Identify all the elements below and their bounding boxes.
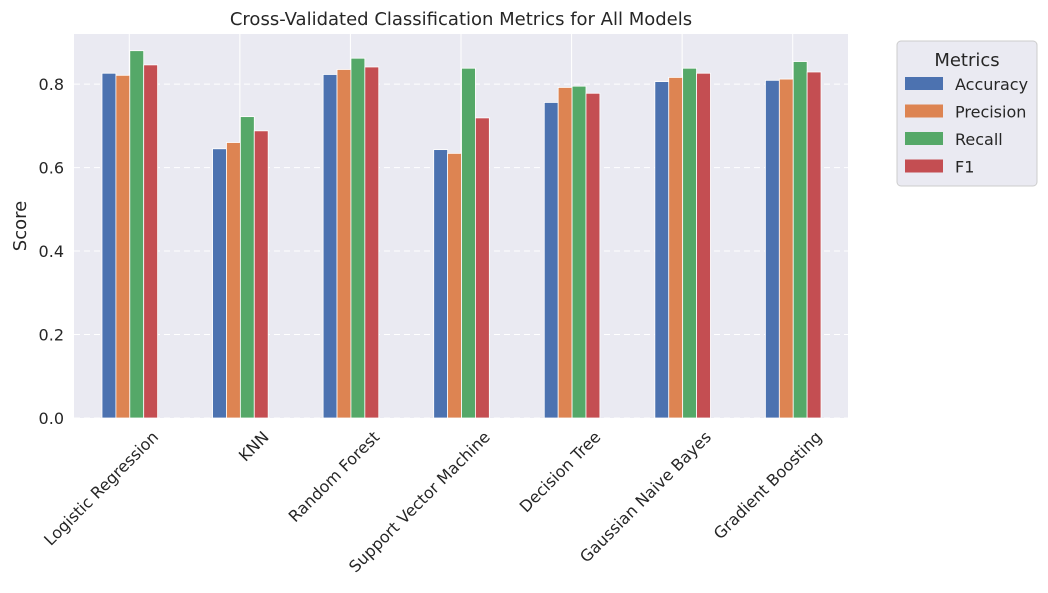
y-axis-label: Score: [10, 201, 31, 251]
x-axis-ticks: Logistic Regression KNN Random ForestSuppo…: [40, 427, 825, 576]
bar-accuracy-6: [765, 79, 780, 419]
y-tick-label: 0.8: [39, 75, 64, 94]
bar-precision-6: [778, 78, 794, 419]
x-tick-label: Gradient Boosting: [710, 427, 826, 543]
bar-accuracy-1: [212, 148, 227, 419]
x-tick-label: Decision Tree: [516, 427, 605, 516]
bar-accuracy-2: [322, 74, 338, 419]
y-tick-label: 0.2: [39, 326, 64, 345]
legend-label: Recall: [955, 130, 1003, 149]
bar-accuracy-4: [543, 102, 559, 419]
bar-f1-4: [585, 92, 601, 419]
legend: Metrics Accuracy Precision Recall F1: [896, 40, 1038, 187]
bar-precision-2: [336, 69, 352, 419]
legend-swatch: [905, 132, 943, 145]
x-tick-label: Random Forest: [285, 427, 384, 526]
bar-f1-2: [364, 66, 380, 419]
bar-accuracy-0: [101, 72, 117, 419]
bar-f1-6: [806, 71, 822, 419]
bar-recall-3: [461, 67, 476, 419]
y-tick-label: 0.6: [39, 159, 64, 178]
y-tick-label: 0.4: [39, 242, 64, 261]
bar-recall-6: [792, 61, 808, 419]
bar-f1-5: [696, 72, 711, 419]
bar-precision-0: [115, 74, 131, 419]
bar-recall-0: [129, 50, 145, 419]
bar-accuracy-5: [654, 81, 670, 419]
y-tick-label: 0.0: [39, 409, 64, 428]
x-tick-label: Logistic Regression: [40, 427, 162, 549]
x-tick-label: KNN: [235, 427, 273, 465]
legend-swatch: [905, 104, 943, 118]
legend-items: Accuracy Precision Recall F1: [905, 75, 1028, 177]
bar-f1-3: [475, 117, 490, 419]
bar-precision-3: [447, 152, 462, 419]
bar-precision-1: [226, 142, 241, 419]
y-axis-ticks: 0.0 0.2 0.4 0.6 0.8: [39, 75, 64, 428]
legend-label: Accuracy: [955, 75, 1028, 94]
bar-recall-5: [682, 67, 697, 419]
bar-f1-0: [143, 64, 158, 419]
bar-precision-5: [668, 77, 684, 419]
bar-recall-4: [571, 85, 587, 419]
bar-recall-1: [239, 116, 255, 419]
legend-swatch: [905, 77, 943, 90]
legend-swatch: [905, 159, 943, 173]
bar-f1-1: [253, 130, 269, 419]
bars: [101, 50, 822, 419]
legend-label: Precision: [955, 103, 1026, 122]
chart-title: Cross-Validated Classification Metrics f…: [230, 9, 692, 30]
bar-accuracy-3: [433, 149, 449, 419]
bar-recall-2: [350, 57, 366, 419]
legend-label: F1: [955, 158, 974, 177]
bar-precision-4: [557, 87, 573, 419]
legend-title: Metrics: [934, 50, 999, 71]
